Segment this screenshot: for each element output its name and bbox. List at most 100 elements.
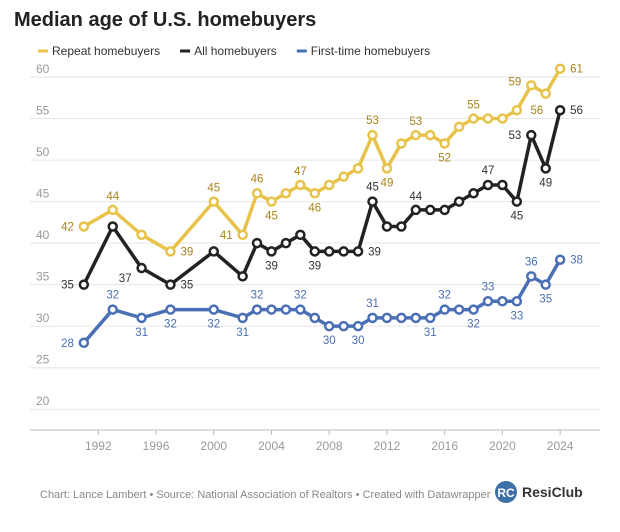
point-marker (554, 63, 566, 74)
y-tick-label: 25 (36, 353, 50, 367)
point-marker (237, 312, 248, 324)
point-marker (338, 320, 349, 332)
point-marker (453, 121, 465, 133)
point-marker (410, 204, 422, 216)
point-marker (352, 163, 364, 174)
point-marker (540, 163, 551, 174)
data-label: 39 (308, 260, 321, 272)
series-line (82, 258, 562, 344)
y-tick-label: 50 (36, 145, 50, 159)
legend-label: First-time homebuyers (311, 44, 430, 58)
point-marker (251, 237, 263, 249)
data-label: 44 (106, 191, 119, 203)
point-marker (280, 304, 292, 315)
point-marker (165, 246, 176, 257)
y-tick-label: 30 (36, 311, 50, 325)
data-label: 45 (510, 211, 523, 223)
data-label: 36 (525, 256, 538, 268)
data-label: 32 (164, 319, 177, 331)
data-label: 32 (251, 290, 264, 302)
point-marker (439, 204, 450, 216)
point-marker (526, 129, 537, 141)
legend-label: Repeat homebuyers (52, 44, 160, 58)
series: 42 44 39 45 41 46 45 47 46 53 49 53 52 55 56 59 61 (61, 63, 583, 258)
data-label: 42 (61, 222, 74, 234)
point-marker (381, 163, 393, 174)
point-marker (309, 188, 321, 199)
point-marker (497, 113, 508, 124)
data-label: 31 (135, 327, 148, 339)
data-label: 30 (352, 335, 365, 347)
point-marker (251, 304, 263, 315)
point-marker (526, 80, 537, 91)
data-label: 35 (180, 280, 193, 292)
point-marker (468, 188, 479, 199)
point-marker (338, 171, 349, 182)
point-marker (295, 304, 306, 315)
data-label: 33 (482, 281, 495, 293)
data-label: 32 (106, 290, 119, 302)
point-marker (295, 229, 306, 241)
data-label: 53 (409, 116, 422, 128)
point-marker (424, 312, 436, 324)
y-tick-label: 60 (36, 62, 50, 76)
svg-text:RC: RC (497, 486, 515, 500)
point-marker (453, 304, 465, 315)
x-tick-label: 2004 (258, 439, 285, 453)
point-marker (381, 312, 393, 324)
data-label: 45 (207, 183, 220, 195)
point-marker (497, 179, 508, 191)
point-marker (381, 221, 393, 232)
data-label: 56 (530, 105, 543, 117)
point-marker (78, 221, 90, 232)
data-label: 41 (220, 230, 233, 242)
data-label: 46 (308, 202, 321, 214)
data-label: 61 (570, 64, 583, 76)
point-marker (367, 196, 378, 207)
point-marker (107, 221, 118, 232)
data-label: 33 (510, 310, 523, 322)
data-label: 39 (265, 260, 278, 272)
data-label: 32 (207, 319, 220, 331)
data-label: 39 (368, 246, 381, 258)
x-tick-label: 2012 (374, 439, 401, 453)
data-label: 32 (467, 319, 480, 331)
x-tick-label: 2024 (547, 439, 574, 453)
brand-name: ResiClub (522, 484, 583, 500)
data-label: 31 (424, 327, 437, 339)
data-label: 53 (508, 130, 521, 142)
point-marker (165, 304, 176, 315)
data-label: 52 (438, 152, 451, 164)
point-marker (136, 262, 147, 274)
point-marker (323, 246, 335, 257)
x-tick-label: 2020 (489, 439, 516, 453)
point-marker (309, 312, 321, 324)
point-marker (78, 279, 90, 290)
point-marker (468, 304, 479, 315)
data-label: 46 (251, 173, 264, 185)
x-tick-label: 1992 (85, 439, 112, 453)
point-marker (266, 304, 277, 315)
point-marker (352, 246, 364, 257)
point-marker (208, 304, 220, 315)
point-marker (410, 129, 422, 141)
x-tick-label: 1996 (143, 439, 170, 453)
point-marker (280, 188, 292, 199)
point-marker (482, 113, 494, 124)
data-label: 31 (236, 327, 249, 339)
point-marker (323, 320, 335, 332)
point-marker (424, 129, 436, 141)
point-marker (266, 246, 277, 257)
point-marker (482, 179, 494, 191)
brand-logo: RC (495, 481, 517, 503)
point-marker (136, 229, 147, 241)
point-marker (396, 138, 407, 149)
point-marker (439, 304, 450, 315)
point-marker (396, 312, 407, 324)
data-label: 32 (438, 290, 451, 302)
data-label: 28 (61, 338, 74, 350)
y-tick-label: 55 (36, 104, 50, 118)
point-marker (554, 254, 566, 265)
point-marker (295, 179, 306, 191)
